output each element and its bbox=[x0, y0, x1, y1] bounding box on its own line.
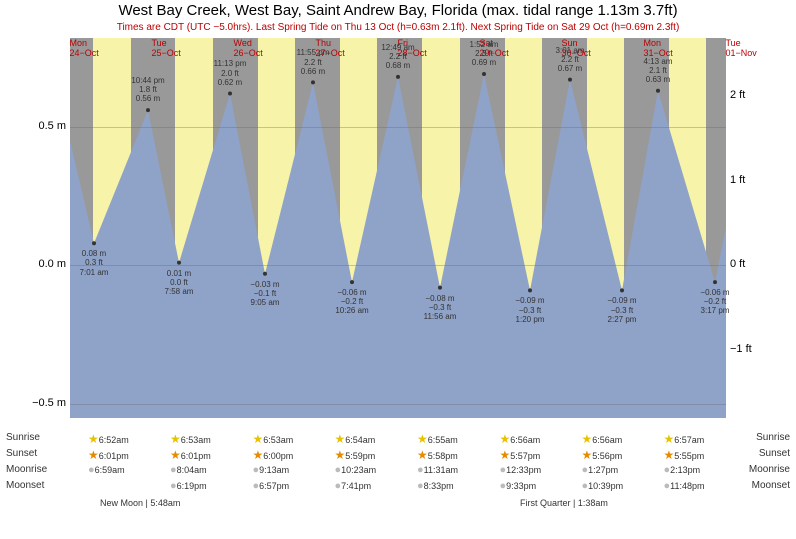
moon-time: ●6:57pm bbox=[253, 480, 290, 492]
gridline bbox=[70, 404, 726, 405]
moon-phase: New Moon | 5:48am bbox=[100, 498, 180, 508]
date-header: Mon31−Oct bbox=[644, 38, 645, 58]
moon-time: ●8:04am bbox=[170, 464, 207, 476]
tide-fill bbox=[70, 74, 726, 418]
moon-time: ●2:13pm bbox=[664, 464, 701, 476]
date-header: Tue25−Oct bbox=[152, 38, 153, 58]
date-header: Wed26−Oct bbox=[234, 38, 235, 58]
sunrise-label-r: Sunrise bbox=[756, 432, 790, 443]
moon-time: ●9:13am bbox=[253, 464, 290, 476]
y-label-left: 0.0 m bbox=[28, 258, 66, 270]
star-time: ★6:53am bbox=[170, 432, 211, 446]
peak-label: 10:44 pm1.8 ft0.56 m bbox=[131, 76, 164, 104]
sun-time: ★5:56pm bbox=[582, 448, 623, 462]
sun-time: ★5:58pm bbox=[417, 448, 458, 462]
star-time: ★6:53am bbox=[253, 432, 294, 446]
y-label-right: −1 ft bbox=[730, 343, 768, 355]
moon-time: ●11:31am bbox=[417, 464, 458, 476]
moon-time: ●6:59am bbox=[88, 464, 125, 476]
trough-label: −0.09 m−0.3 ft2:27 pm bbox=[607, 296, 636, 324]
moonset-label-r: Moonset bbox=[752, 480, 790, 491]
moon-time: ●9:33pm bbox=[500, 480, 537, 492]
star-time: ★6:54am bbox=[335, 432, 376, 446]
peak-label: 12:49 am2.2 ft0.68 m bbox=[381, 43, 414, 71]
sun-time: ★5:57pm bbox=[500, 448, 541, 462]
gridline bbox=[70, 127, 726, 128]
trough-label: 0.01 m0.0 ft7:58 am bbox=[165, 269, 194, 297]
y-label-left: −0.5 m bbox=[28, 397, 66, 409]
moon-time: ●7:41pm bbox=[335, 480, 372, 492]
date-header: Mon24−Oct bbox=[70, 38, 71, 58]
peak-label: 11:13 pm2.0 ft0.62 m bbox=[214, 59, 247, 87]
moon-time: ●11:48pm bbox=[664, 480, 705, 492]
trough-label: −0.08 m−0.3 ft11:56 am bbox=[424, 294, 457, 322]
peak-label: 11:55 pm2.2 ft0.66 m bbox=[297, 48, 330, 76]
moon-time: ●12:33pm bbox=[500, 464, 542, 476]
moonrise-label-r: Moonrise bbox=[749, 464, 790, 475]
chart-title: West Bay Creek, West Bay, Saint Andrew B… bbox=[0, 2, 796, 19]
moon-time: ●1:27pm bbox=[582, 464, 619, 476]
peak-label: 4:13 am2.1 ft0.63 m bbox=[644, 57, 673, 85]
moon-time: ●10:39pm bbox=[582, 480, 624, 492]
trough-label: 0.08 m0.3 ft7:01 am bbox=[80, 249, 109, 277]
y-label-left: 0.5 m bbox=[28, 120, 66, 132]
moon-time: ●6:19pm bbox=[170, 480, 207, 492]
moon-time: ●8:33pm bbox=[417, 480, 454, 492]
star-time: ★6:55am bbox=[417, 432, 458, 446]
y-label-right: 1 ft bbox=[730, 174, 768, 186]
gridline bbox=[70, 265, 726, 266]
trough-label: −0.06 m−0.2 ft3:17 pm bbox=[700, 288, 729, 316]
star-time: ★6:56am bbox=[582, 432, 623, 446]
y-label-right: 2 ft bbox=[730, 89, 768, 101]
date-header: Tue01−Nov bbox=[726, 38, 727, 58]
moon-time: ●10:23am bbox=[335, 464, 377, 476]
chart-subtitle: Times are CDT (UTC −5.0hrs). Last Spring… bbox=[0, 22, 796, 33]
tide-curve bbox=[70, 38, 726, 418]
sun-time: ★5:55pm bbox=[664, 448, 705, 462]
sun-time: ★6:00pm bbox=[253, 448, 294, 462]
trough-label: −0.03 m−0.1 ft9:05 am bbox=[250, 280, 279, 308]
tide-chart: West Bay Creek, West Bay, Saint Andrew B… bbox=[0, 0, 796, 539]
sun-time: ★6:01pm bbox=[88, 448, 129, 462]
star-time: ★6:52am bbox=[88, 432, 129, 446]
star-time: ★6:57am bbox=[664, 432, 705, 446]
peak-label: 1:52 am2.3 ft0.69 m bbox=[470, 40, 499, 68]
moon-phase: First Quarter | 1:38am bbox=[520, 498, 608, 508]
star-time: ★6:56am bbox=[500, 432, 541, 446]
trough-label: −0.09 m−0.3 ft1:20 pm bbox=[515, 296, 544, 324]
moonset-label: Moonset bbox=[6, 480, 44, 491]
plot-area bbox=[70, 38, 726, 418]
sunset-label: Sunset bbox=[6, 448, 37, 459]
sun-time: ★6:01pm bbox=[170, 448, 211, 462]
moonrise-label: Moonrise bbox=[6, 464, 47, 475]
y-label-right: 0 ft bbox=[730, 258, 768, 270]
trough-label: −0.06 m−0.2 ft10:26 am bbox=[335, 288, 368, 316]
sunset-label-r: Sunset bbox=[759, 448, 790, 459]
sun-time: ★5:59pm bbox=[335, 448, 376, 462]
peak-label: 3:01 am2.2 ft0.67 m bbox=[556, 46, 585, 74]
sunrise-label: Sunrise bbox=[6, 432, 40, 443]
